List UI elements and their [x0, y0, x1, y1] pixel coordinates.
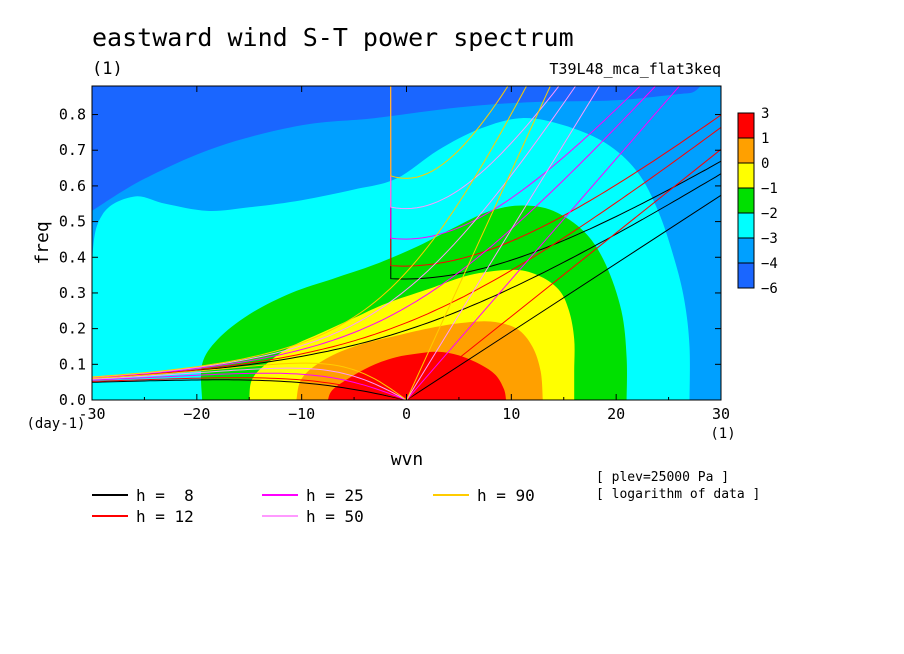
y-tick-label: 0.1	[59, 355, 86, 373]
colorbar-label: 1	[761, 131, 769, 147]
dispersion-curves	[92, 86, 721, 400]
gravity-wave-h8	[390, 86, 721, 280]
y-axis: 0.0 0.1 0.2 0.3 0.4 0.5 0.6 0.7 0.8	[59, 106, 721, 409]
colorbar-swatch	[737, 237, 755, 264]
x-tick-label: −20	[183, 405, 210, 423]
x-unit-label: (1)	[710, 426, 735, 442]
y-tick-label: 0.5	[59, 213, 86, 231]
legend-label: h = 90	[477, 486, 535, 505]
mixed-rossby-gravity-wave-h90	[92, 86, 528, 378]
y-tick-label: 0.4	[59, 248, 86, 266]
colorbar-label: −2	[761, 206, 778, 222]
colorbar-label: −6	[761, 281, 778, 297]
y-axis-label: freq	[32, 221, 53, 264]
colorbar-swatch	[737, 187, 755, 214]
mixed-rossby-gravity-wave-h25	[92, 86, 657, 378]
kelvin-wave-h90	[406, 86, 551, 400]
colorbar-swatch	[737, 262, 755, 289]
x-tick-label: 30	[712, 405, 730, 423]
kelvin-wave-h8	[406, 194, 721, 400]
x-tick-label: 10	[502, 405, 520, 423]
kelvin-wave-h12	[406, 148, 721, 400]
y-tick-label: 0.7	[59, 141, 86, 159]
chart-subtitle-left: (1)	[92, 59, 123, 79]
colorbar-label: −1	[761, 181, 778, 197]
legend-label: h = 12	[136, 507, 194, 526]
annotation-plev: [ plev=25000 Pa ]	[596, 470, 729, 485]
rossby-wave-h25	[92, 372, 407, 400]
y-tick-label: 0.8	[59, 106, 86, 124]
gravity-wave-h50	[390, 86, 560, 210]
rossby-wave-h8	[92, 379, 407, 400]
x-tick-label: −10	[288, 405, 315, 423]
rossby-wave-h12	[92, 377, 407, 400]
colorbar-swatch	[737, 112, 755, 139]
chart-subtitle-right: T39L48_mca_flat3keq	[549, 60, 721, 78]
y-tick-label: 0.2	[59, 320, 86, 338]
colorbar-label: −4	[761, 256, 778, 272]
colorbar: 3 1 0 −1 −2 −3 −4 −6	[737, 106, 778, 297]
gravity-wave-h25	[390, 86, 641, 240]
rossby-wave-h90	[92, 362, 407, 400]
kelvin-wave-h50	[406, 86, 601, 400]
annotation-log: [ logarithm of data ]	[596, 487, 760, 502]
legend-label: h = 25	[306, 486, 364, 505]
colorbar-swatch	[737, 162, 755, 189]
colorbar-label: 3	[761, 106, 769, 122]
colorbar-label: 0	[761, 156, 769, 172]
kelvin-wave-h25	[406, 86, 681, 400]
mixed-rossby-gravity-wave-h50	[92, 86, 577, 378]
legend-label: h = 50	[306, 507, 364, 526]
gravity-wave-h12	[390, 86, 721, 267]
y-tick-label: 0.3	[59, 284, 86, 302]
x-tick-label: 20	[607, 405, 625, 423]
colorbar-swatch	[737, 137, 755, 164]
x-tick-label: -30	[78, 405, 105, 423]
legend: h = 8 h = 12 h = 25 h = 50 h = 90	[92, 486, 535, 526]
rossby-wave-h50	[92, 367, 407, 400]
colorbar-swatch	[737, 212, 755, 239]
mixed-rossby-gravity-wave-h12	[92, 126, 721, 379]
x-axis: -30 −20 −10 0 10 20 30	[78, 86, 730, 423]
x-axis-label: wvn	[391, 449, 424, 470]
y-tick-label: 0.6	[59, 177, 86, 195]
y-unit-label: (day-1)	[26, 416, 85, 432]
colorbar-label: −3	[761, 231, 778, 247]
y-tick-label: 0.0	[59, 391, 86, 409]
gravity-wave-h90	[390, 86, 509, 179]
x-tick-label: 0	[402, 405, 411, 423]
legend-label: h = 8	[136, 486, 194, 505]
chart-title: eastward wind S-T power spectrum	[92, 23, 574, 52]
